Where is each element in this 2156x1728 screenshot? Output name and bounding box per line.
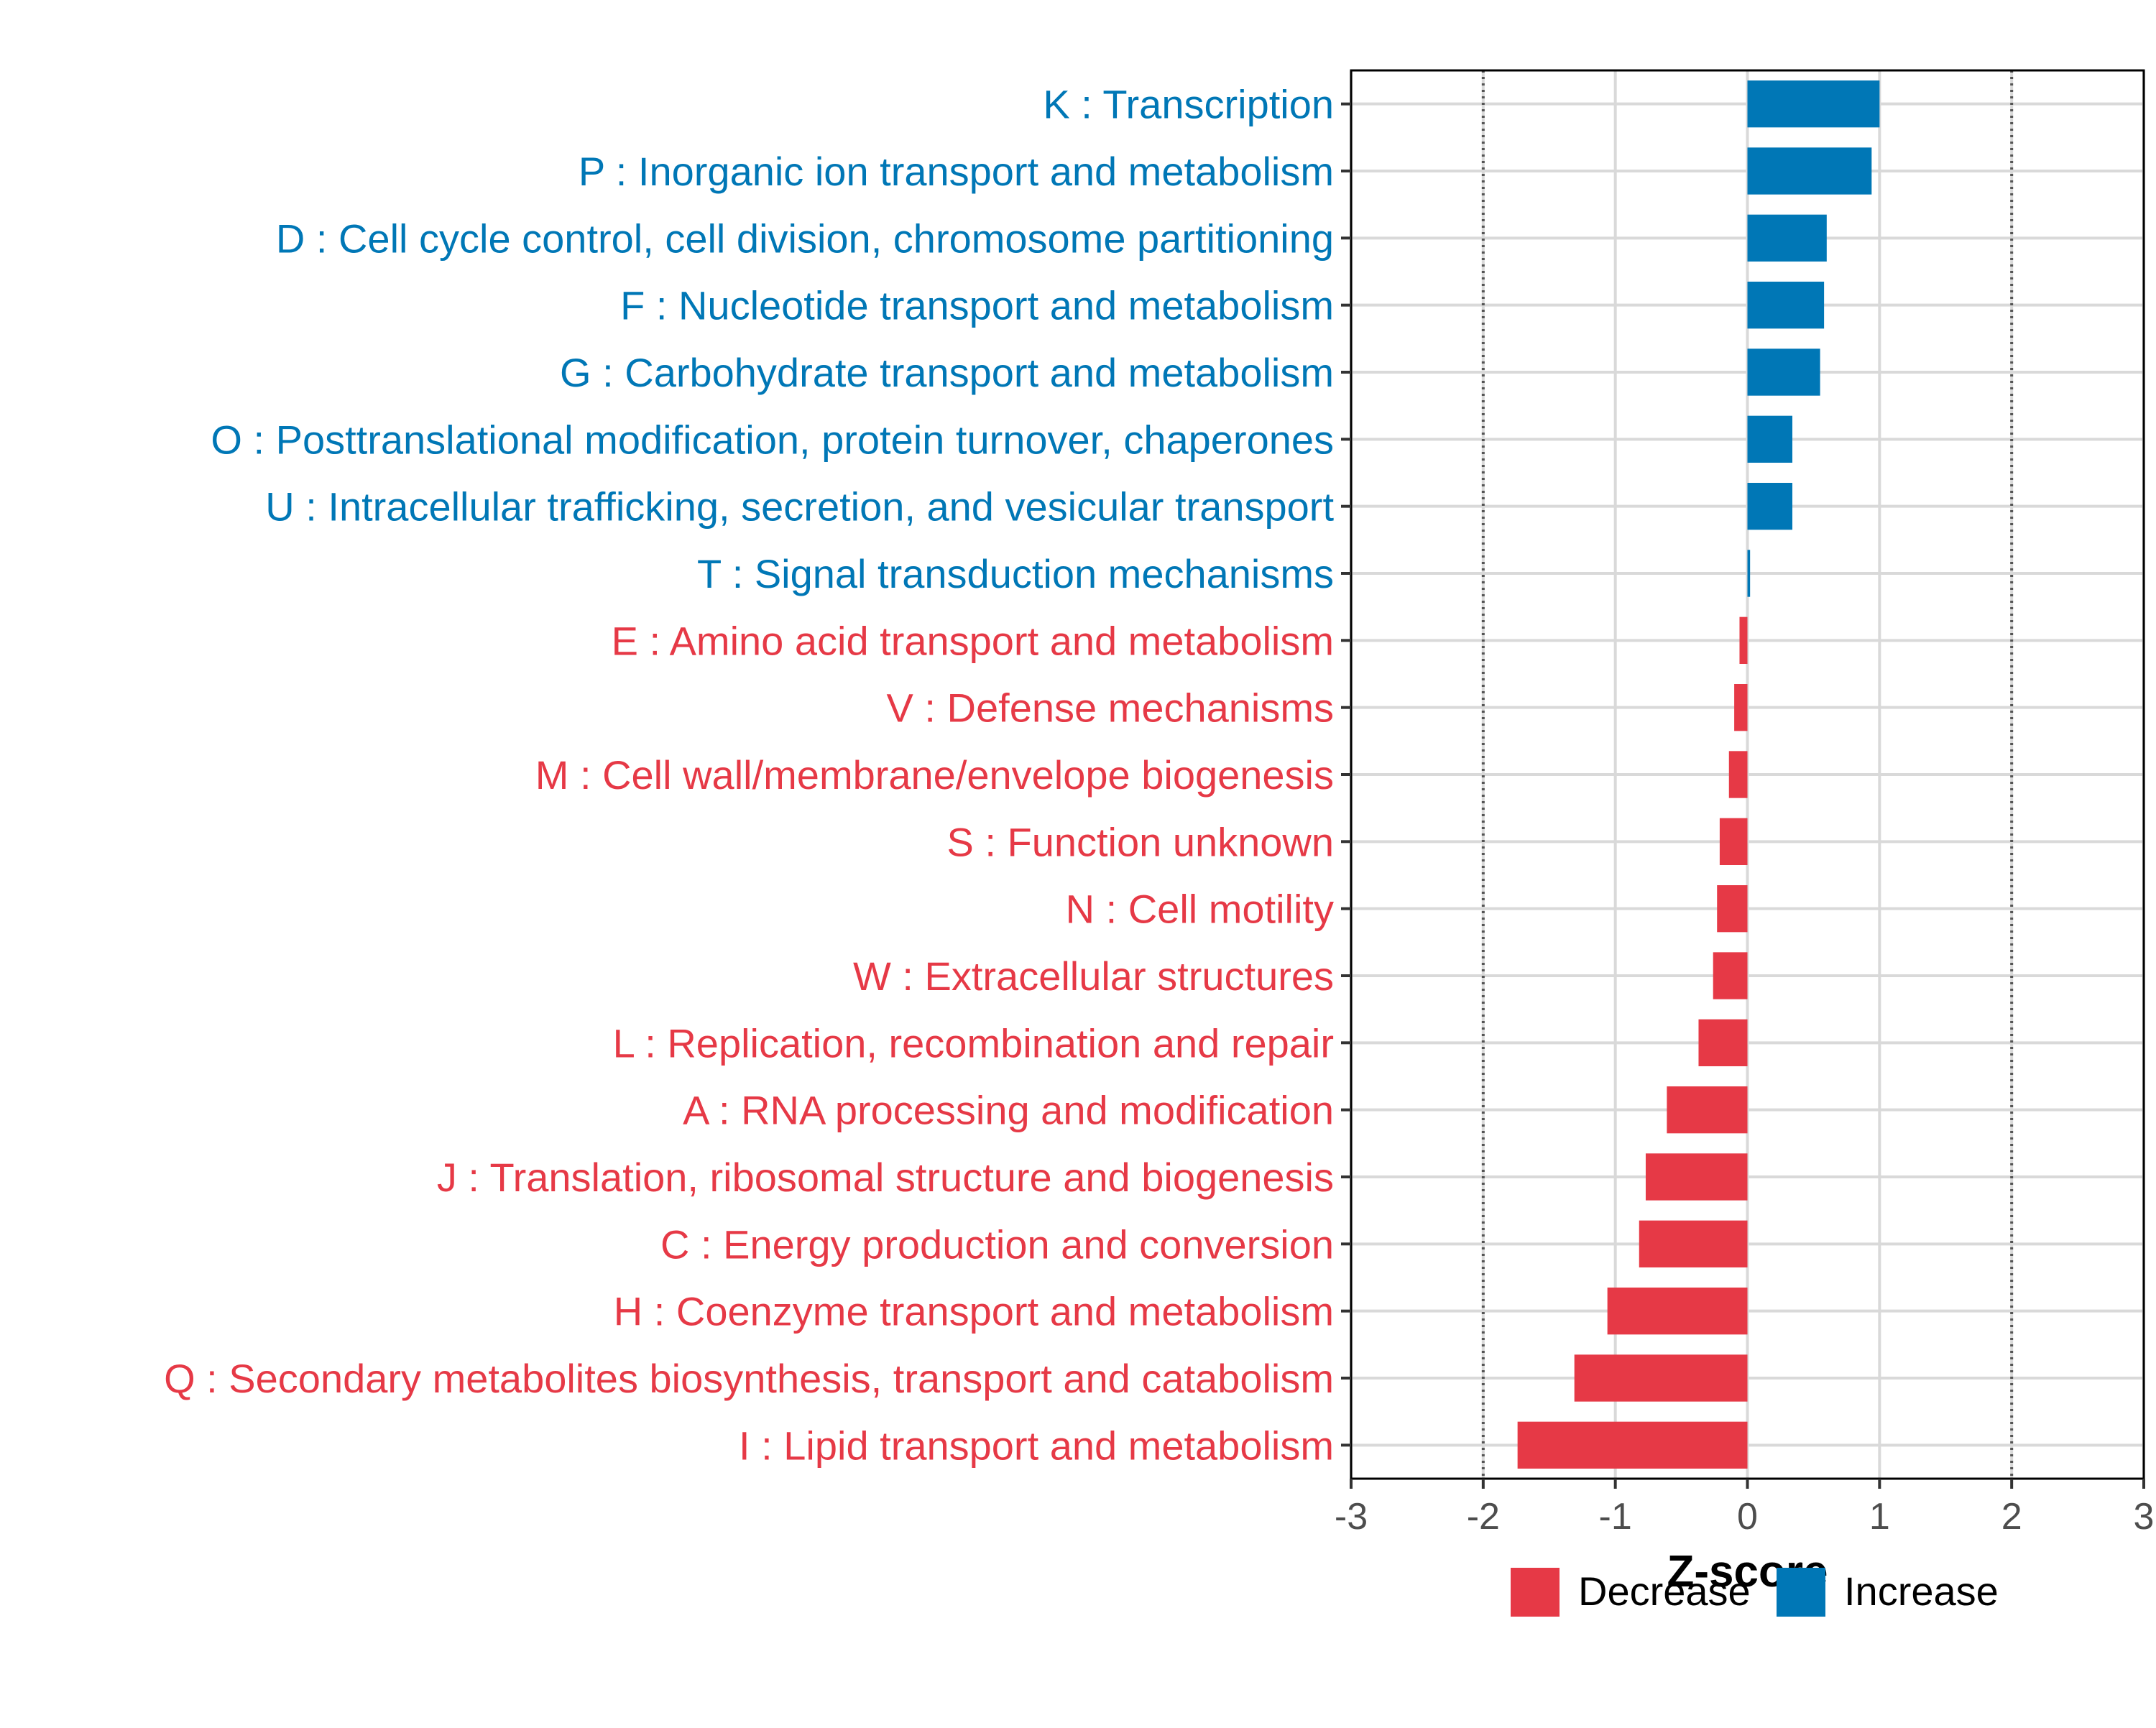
bar-f bbox=[1747, 282, 1825, 329]
legend-label-increase: Increase bbox=[1844, 1568, 1999, 1614]
bar-w bbox=[1713, 952, 1748, 999]
y-axis: K : Transcription P : Inorganic ion trans… bbox=[164, 82, 1351, 1468]
bar-s bbox=[1719, 818, 1748, 865]
category-label: U : Intracellular trafficking, secretion… bbox=[265, 484, 1334, 530]
category-label: L : Replication, recombination and repai… bbox=[613, 1020, 1334, 1066]
x-tick-label: -1 bbox=[1599, 1496, 1632, 1538]
bar-v bbox=[1734, 684, 1748, 731]
x-tick-label: 0 bbox=[1737, 1496, 1758, 1538]
category-label: D : Cell cycle control, cell division, c… bbox=[276, 216, 1334, 261]
bar-a bbox=[1667, 1086, 1748, 1134]
bar-g bbox=[1747, 348, 1820, 396]
x-axis: -3 -2 -1 0 1 2 3 bbox=[1335, 1479, 2155, 1538]
category-label: F : Nucleotide transport and metabolism bbox=[620, 283, 1334, 328]
category-label: V : Defense mechanisms bbox=[887, 685, 1334, 731]
bar-q bbox=[1574, 1354, 1748, 1402]
bar-e bbox=[1739, 616, 1748, 664]
category-label: K : Transcription bbox=[1043, 82, 1334, 127]
category-label: W : Extracellular structures bbox=[853, 953, 1334, 999]
category-label: P : Inorganic ion transport and metaboli… bbox=[579, 149, 1334, 194]
x-tick-label: 1 bbox=[1869, 1496, 1890, 1538]
bar-i bbox=[1517, 1421, 1748, 1469]
bar-c bbox=[1639, 1220, 1748, 1267]
bar-j bbox=[1645, 1153, 1748, 1201]
category-label: M : Cell wall/membrane/envelope biogenes… bbox=[535, 752, 1334, 798]
bar-m bbox=[1728, 751, 1748, 798]
reference-lines bbox=[1481, 70, 2014, 1479]
category-label: A : RNA processing and modification bbox=[683, 1088, 1334, 1133]
x-tick-label: 2 bbox=[2001, 1496, 2022, 1538]
bar-k bbox=[1747, 80, 1880, 128]
category-label: S : Function unknown bbox=[946, 819, 1334, 864]
category-label: H : Coenzyme transport and metabolism bbox=[614, 1289, 1334, 1334]
category-label: Q : Secondary metabolites biosynthesis, … bbox=[164, 1356, 1334, 1401]
bar-l bbox=[1698, 1019, 1748, 1066]
bar-h bbox=[1607, 1288, 1748, 1335]
category-label: N : Cell motility bbox=[1066, 887, 1334, 932]
category-label: C : Energy production and conversion bbox=[660, 1221, 1334, 1267]
x-tick-label: -2 bbox=[1467, 1496, 1500, 1538]
bar-d bbox=[1747, 214, 1827, 262]
bars-layer bbox=[1517, 80, 1880, 1469]
bar-u bbox=[1747, 483, 1793, 530]
category-label: E : Amino acid transport and metabolism bbox=[612, 618, 1334, 663]
legend: Decrease Increase bbox=[1511, 1568, 1999, 1617]
category-label: I : Lipid transport and metabolism bbox=[739, 1423, 1334, 1468]
bar-o bbox=[1747, 415, 1793, 463]
category-label: T : Signal transduction mechanisms bbox=[697, 551, 1334, 596]
x-tick-label: 3 bbox=[2134, 1496, 2155, 1538]
legend-swatch-increase bbox=[1777, 1568, 1825, 1617]
category-label: J : Translation, ribosomal structure and… bbox=[437, 1155, 1334, 1200]
bar-p bbox=[1747, 147, 1872, 195]
bar-n bbox=[1717, 885, 1748, 933]
legend-label-decrease: Decrease bbox=[1578, 1568, 1751, 1614]
bar-t bbox=[1747, 550, 1751, 597]
category-label: O : Posttranslational modification, prot… bbox=[211, 417, 1334, 462]
legend-swatch-decrease bbox=[1511, 1568, 1560, 1617]
x-tick-label: -3 bbox=[1335, 1496, 1368, 1538]
category-label: G : Carbohydrate transport and metabolis… bbox=[560, 350, 1334, 395]
